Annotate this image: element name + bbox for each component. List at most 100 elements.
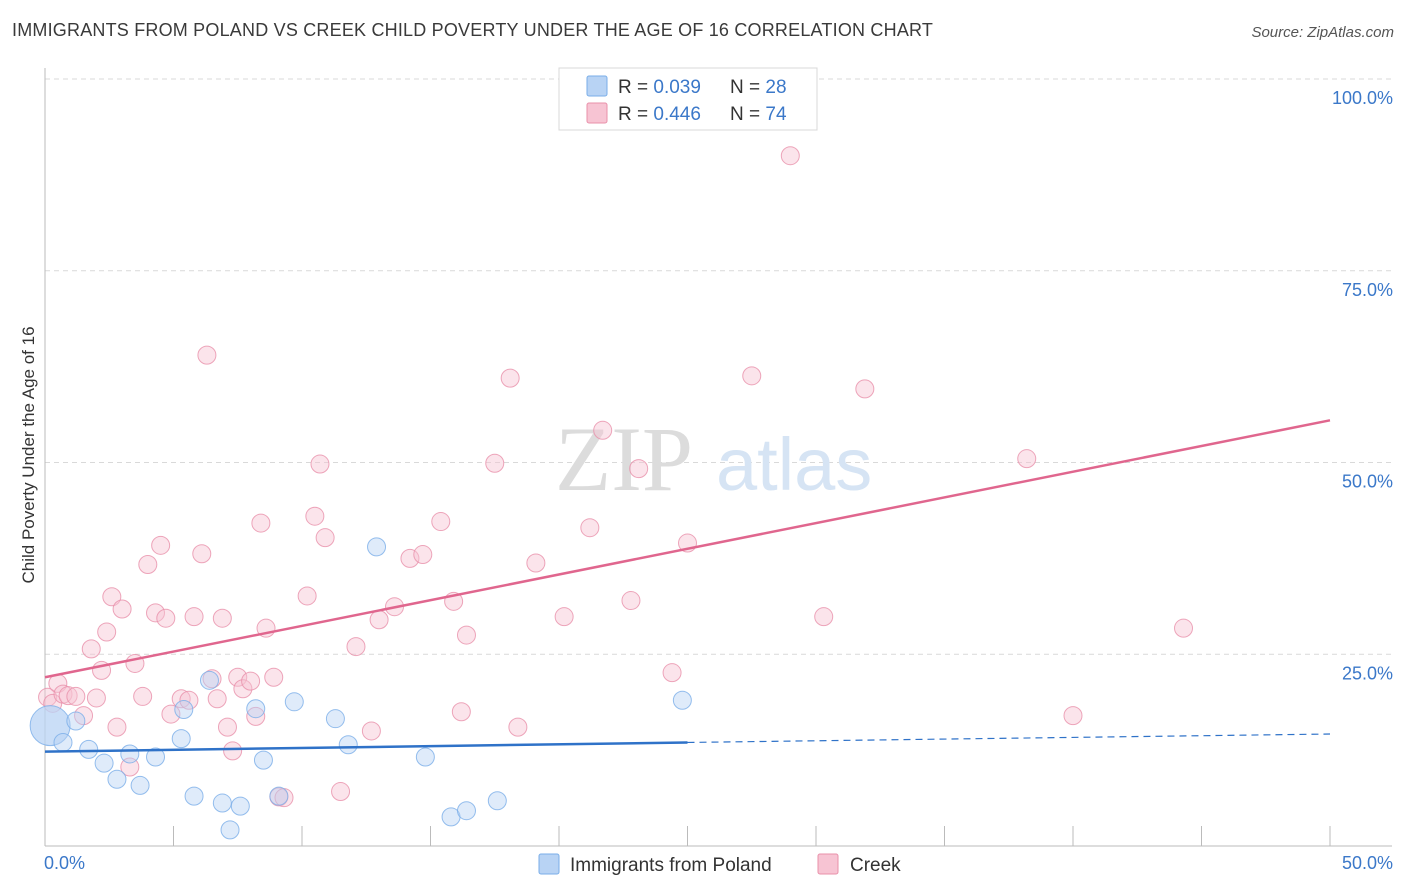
creek-point [246,706,266,726]
poland-trend-line [44,741,688,753]
x-tick-label: 0.0% [44,853,85,873]
poland-point [79,739,99,759]
creek-point [81,639,101,659]
creek-point [331,782,351,802]
creek-point [526,553,546,573]
legend-row-blue: R = 0.039 [618,77,701,98]
legend-r-label: R = [618,77,653,98]
poland-point [456,801,476,821]
creek-point [780,146,800,166]
chart-source: Source: ZipAtlas.com [1251,24,1394,41]
creek-point [58,686,78,706]
creek-point [629,459,649,479]
poland-point [53,732,73,752]
creek-point [241,671,261,691]
creek-point [742,366,762,386]
poland-point [269,786,289,806]
bottom-legend-label-poland: Immigrants from Poland [570,855,772,876]
trend-lines [44,419,1331,753]
poland-point [120,744,140,764]
creek-point [97,622,117,642]
creek-point [485,453,505,473]
tick-labels: 100.0% 75.0% 50.0% 25.0% 0.0% 50.0% [44,88,1393,873]
poland-point [199,670,219,690]
poland-point [29,705,71,747]
legend-box: R = 0.039 N = 28 R = 0.446 N = 74 [558,67,818,131]
creek-point [400,548,420,568]
creek-point [151,535,171,555]
poland-point [171,729,191,749]
creek-point [192,544,212,564]
creek-point [197,345,217,365]
creek-point [1017,449,1037,469]
creek-point [207,689,227,709]
bottom-legend-swatch-pink [817,853,839,875]
poland-point [220,820,240,840]
poland-point [487,791,507,811]
watermark-zip: ZIP [555,408,693,510]
creek-point [554,607,574,627]
legend-row-pink: R = 0.446 [618,104,701,125]
legend-n-value: 28 [765,77,786,98]
creek-point [500,368,520,388]
y-axis-label: Child Poverty Under the Age of 16 [19,326,38,583]
creek-point [456,625,476,645]
poland-point [246,699,266,719]
creek-point [413,545,433,565]
poland-point [325,709,345,729]
poland-points [29,537,692,840]
poland-point [130,775,150,795]
y-tick-label: 25.0% [1342,663,1393,683]
legend-n-label: N = [730,104,765,125]
y-tick-label: 75.0% [1342,280,1393,300]
creek-point [228,667,248,687]
creek-point [346,637,366,657]
y-tick-label: 100.0% [1332,88,1393,108]
poland-point [94,753,114,773]
poland-point [174,699,194,719]
creek-point [508,717,528,737]
creek-point [305,506,325,526]
poland-point [230,796,250,816]
creek-point [184,607,204,627]
poland-point [146,747,166,767]
creek-point [662,663,682,683]
bottom-legend-label-creek: Creek [850,855,901,876]
poland-point [338,735,358,755]
creek-point [1063,706,1083,726]
creek-point [264,667,284,687]
creek-trend-line [44,419,1331,679]
bottom-legend: Immigrants from Poland Creek [538,853,901,876]
creek-point [593,420,613,440]
poland-point [415,747,435,767]
creek-point [212,608,232,628]
y-tick-label: 50.0% [1342,472,1393,492]
creek-point [161,704,181,724]
creek-point [146,603,166,623]
legend-row-blue-n: N = 28 [730,77,787,98]
creek-point [86,688,106,708]
legend-swatch-pink [586,102,608,124]
poland-trend-extension [687,733,1331,744]
legend-n-label: N = [730,77,765,98]
creek-point [369,610,389,630]
creek-point [814,607,834,627]
creek-point [1174,618,1194,638]
creek-point [580,518,600,538]
poland-point [107,769,127,789]
legend-r-value: 0.446 [653,104,701,125]
chart-title: IMMIGRANTS FROM POLAND VS CREEK CHILD PO… [12,20,934,40]
bottom-legend-swatch-blue [538,853,560,875]
creek-point [621,591,641,611]
creek-point [251,513,271,533]
creek-point [179,690,199,710]
poland-point [212,793,232,813]
creek-point [451,702,471,722]
creek-point [156,608,176,628]
creek-point [297,586,317,606]
creek-point [107,717,127,737]
watermark-atlas: atlas [716,423,872,506]
creek-point [855,379,875,399]
legend-swatch-blue [586,75,608,97]
creek-point [120,757,140,777]
